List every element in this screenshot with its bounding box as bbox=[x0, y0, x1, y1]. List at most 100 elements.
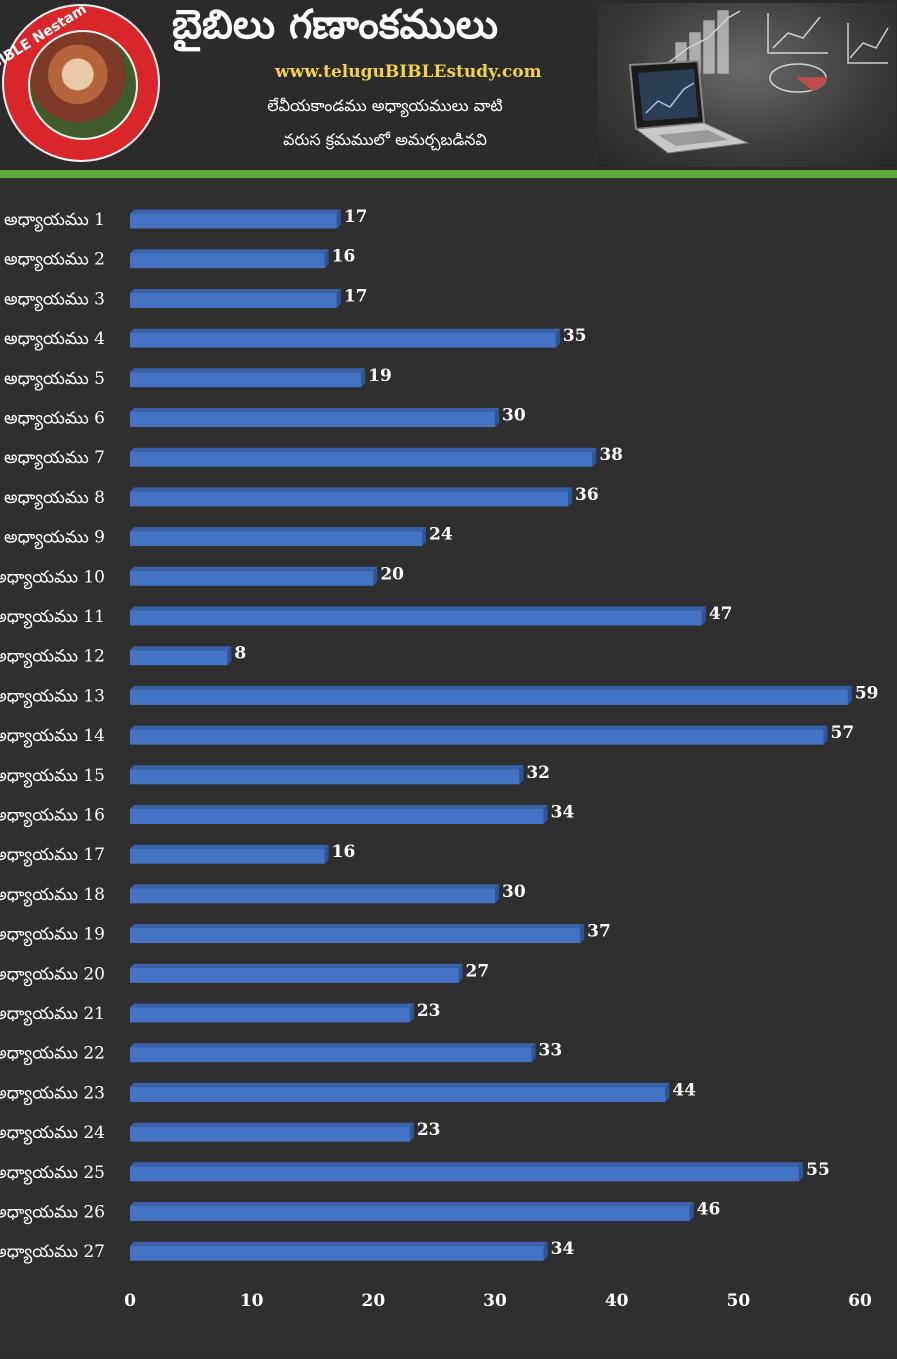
category-label: అధ్యాయము 26 bbox=[0, 1203, 105, 1225]
bar bbox=[130, 1126, 410, 1142]
category-label: అధ్యాయము 10 bbox=[0, 567, 105, 589]
category-label: అధ్యాయము 18 bbox=[0, 885, 105, 907]
data-label: 38 bbox=[599, 445, 623, 465]
bar-side-face bbox=[543, 805, 548, 824]
bar bbox=[130, 570, 374, 586]
x-tick-label: 40 bbox=[605, 1291, 629, 1311]
bar bbox=[130, 372, 362, 388]
x-tick-label: 50 bbox=[726, 1291, 750, 1311]
data-label: 16 bbox=[332, 247, 356, 267]
category-label: అధ్యాయము 21 bbox=[0, 1004, 105, 1026]
bar-top-face bbox=[130, 1082, 670, 1087]
data-label: 32 bbox=[526, 763, 550, 783]
x-tick-label: 10 bbox=[240, 1291, 264, 1311]
bible-nestam-logo: BIBLE Nestam bbox=[0, 1, 160, 162]
data-label: 16 bbox=[332, 842, 356, 862]
bar-side-face bbox=[361, 368, 366, 388]
bar-top-face bbox=[130, 288, 341, 293]
bar-side-face bbox=[227, 646, 232, 666]
data-label: 59 bbox=[855, 683, 879, 703]
bar-top-face bbox=[130, 1241, 548, 1246]
category-label: అధ్యాయము 14 bbox=[0, 726, 105, 748]
bar-side-face bbox=[409, 1003, 414, 1023]
bar-top-face bbox=[130, 1202, 694, 1206]
category-label: అధ్యాయము 6 bbox=[4, 409, 105, 431]
data-label: 44 bbox=[672, 1080, 696, 1100]
bar-top-face bbox=[130, 209, 341, 214]
data-label: 37 bbox=[587, 922, 611, 942]
bar-side-face bbox=[689, 1202, 694, 1221]
bar-side-face bbox=[592, 447, 597, 467]
bar-side-face bbox=[373, 566, 378, 586]
category-label: అధ్యాయము 19 bbox=[0, 925, 105, 947]
bar-side-face bbox=[665, 1082, 670, 1102]
bar bbox=[130, 888, 495, 904]
bar bbox=[130, 848, 325, 864]
bar bbox=[130, 253, 325, 269]
category-label: అధ్యాయము 24 bbox=[0, 1123, 105, 1145]
bar-top-face bbox=[130, 765, 524, 770]
bar bbox=[130, 650, 228, 666]
category-label: అధ్యాయము 17 bbox=[0, 845, 105, 867]
header-divider bbox=[0, 170, 897, 178]
bar-top-face bbox=[130, 963, 463, 968]
bar-side-face bbox=[847, 685, 852, 705]
laptop-with-charts-image bbox=[598, 3, 896, 167]
category-label: అధ్యాయము 2 bbox=[4, 250, 105, 272]
bar bbox=[130, 610, 702, 626]
bar-top-face bbox=[130, 1122, 414, 1127]
bar-side-face bbox=[799, 1162, 804, 1182]
bar-side-face bbox=[336, 288, 341, 308]
category-label: అధ్యాయము 15 bbox=[0, 766, 105, 788]
data-label: 23 bbox=[417, 1120, 441, 1140]
data-label: 27 bbox=[466, 961, 490, 981]
category-label: అధ్యాయము 8 bbox=[4, 488, 105, 510]
bar-top-face bbox=[130, 685, 852, 690]
bar-side-face bbox=[324, 844, 329, 864]
bar-top-face bbox=[130, 447, 597, 452]
data-label: 8 bbox=[234, 644, 246, 664]
bar bbox=[130, 689, 848, 705]
data-label: 19 bbox=[368, 366, 392, 386]
data-label: 23 bbox=[417, 1001, 441, 1021]
bar-side-face bbox=[336, 209, 341, 229]
website-link[interactable]: www.teluguBIBLEstudy.com bbox=[275, 62, 542, 82]
bar bbox=[130, 809, 544, 824]
bar-chart: అధ్యాయము 1 17 అధ్యాయము 2 16 అధ్యాయము 3 17 అధ్య… bbox=[0, 207, 879, 1311]
category-label: అధ్యాయము 25 bbox=[0, 1163, 105, 1185]
data-label: 47 bbox=[709, 604, 733, 624]
bar-side-face bbox=[495, 408, 499, 427]
data-label: 24 bbox=[429, 525, 453, 545]
bar-top-face bbox=[130, 844, 329, 849]
data-label: 17 bbox=[344, 286, 368, 306]
bar-side-face bbox=[519, 765, 524, 785]
jesus-portrait-image bbox=[28, 30, 138, 140]
bar-top-face bbox=[130, 805, 548, 809]
bar bbox=[130, 967, 459, 983]
subtitle-line-2: వరుస క్రమములో అమర్చబడినవి bbox=[283, 130, 487, 149]
data-label: 55 bbox=[806, 1160, 830, 1180]
x-tick-label: 20 bbox=[361, 1291, 385, 1311]
page-title: బైబిలు గణాంకములు bbox=[172, 2, 498, 48]
data-label: 34 bbox=[551, 1239, 575, 1259]
bar-side-face bbox=[580, 924, 585, 944]
data-label: 57 bbox=[831, 723, 855, 743]
bar-side-face bbox=[458, 963, 463, 983]
data-label: 35 bbox=[563, 326, 587, 346]
bar-top-face bbox=[130, 606, 706, 611]
category-label: అధ్యాయము 20 bbox=[0, 964, 105, 986]
data-label: 30 bbox=[502, 882, 526, 902]
x-tick-label: 30 bbox=[483, 1291, 507, 1311]
bar-side-face bbox=[495, 884, 499, 904]
category-label: అధ్యాయము 1 bbox=[4, 210, 105, 232]
bar bbox=[130, 491, 568, 507]
data-label: 30 bbox=[502, 406, 526, 426]
bar-top-face bbox=[130, 487, 572, 492]
bar-top-face bbox=[130, 527, 426, 532]
subtitle-line-1: లేవీయకాండము అధ్యాయములు వాటి bbox=[267, 96, 503, 115]
bar-top-face bbox=[130, 646, 232, 651]
bar bbox=[130, 1047, 532, 1063]
bar bbox=[130, 769, 520, 785]
bar bbox=[130, 729, 824, 745]
bar-side-face bbox=[555, 328, 560, 348]
